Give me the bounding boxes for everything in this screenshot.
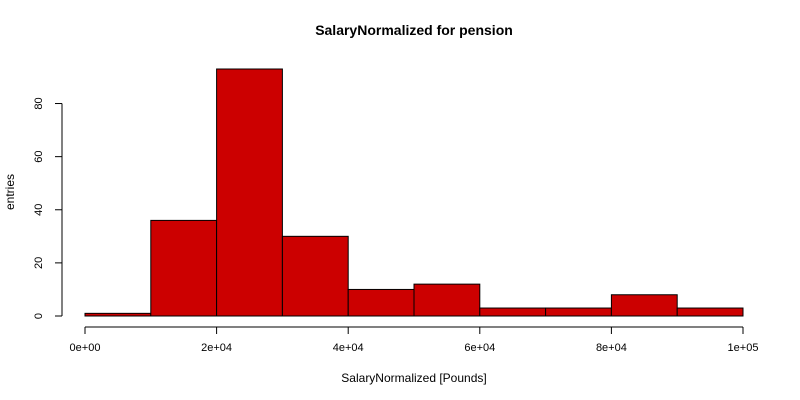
y-axis-label: entries	[3, 174, 17, 210]
histogram-bar	[347, 288, 415, 317]
x-tick-label: 8e+04	[596, 342, 627, 354]
x-tick-label: 0e+00	[70, 342, 101, 354]
y-tick-label: 20	[33, 257, 45, 269]
histogram-bar	[610, 294, 678, 317]
x-axis-label: SalaryNormalized [Pounds]	[341, 371, 486, 385]
x-tick-label: 2e+04	[201, 342, 232, 354]
histogram-bar	[413, 283, 481, 317]
y-axis: 0 20 40 60 80	[33, 97, 63, 319]
y-tick-label: 0	[33, 313, 45, 319]
histogram-bar	[281, 235, 349, 317]
histogram-bar	[479, 307, 547, 317]
y-tick-label: 60	[33, 151, 45, 163]
y-tick-label: 80	[33, 97, 45, 109]
bars-group	[84, 68, 744, 317]
x-axis: 0e+00 2e+04 4e+04 6e+04 8e+04 1e+05	[70, 326, 759, 354]
histogram-bar	[150, 219, 218, 317]
histogram-bar	[676, 307, 744, 317]
histogram-bar	[216, 68, 283, 317]
histogram-bar	[84, 312, 152, 317]
x-tick-label: 4e+04	[333, 342, 364, 354]
y-tick-label: 40	[33, 204, 45, 216]
histogram-bar	[545, 307, 612, 317]
x-tick-label: 6e+04	[464, 342, 495, 354]
chart-title: SalaryNormalized for pension	[315, 22, 513, 38]
x-tick-label: 1e+05	[728, 342, 759, 354]
